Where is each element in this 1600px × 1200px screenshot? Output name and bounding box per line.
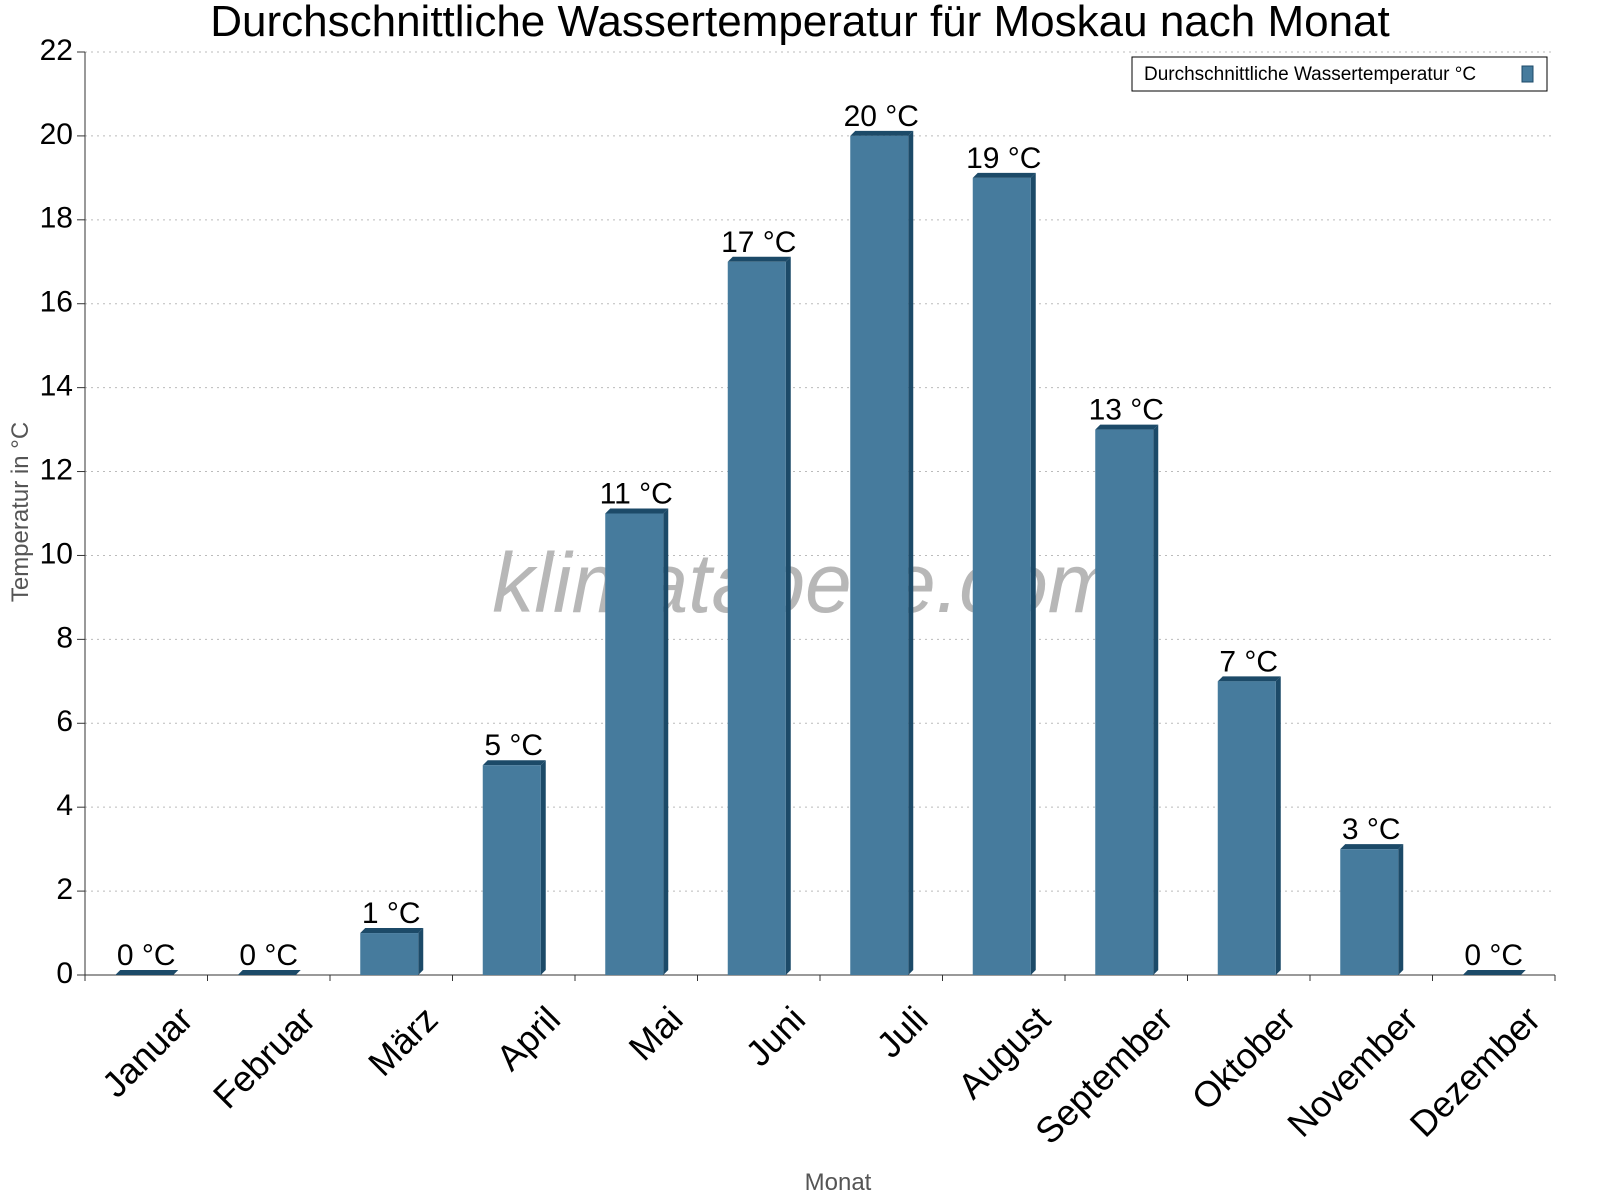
bar-side	[418, 928, 424, 975]
bar-side	[1275, 676, 1281, 975]
y-tick-label: 6	[56, 705, 73, 738]
bar-top	[1095, 424, 1159, 430]
y-tick-label: 22	[40, 34, 73, 67]
y-tick-label: 2	[56, 873, 73, 906]
x-tick-label: Oktober	[1184, 998, 1304, 1118]
x-tick-label: Januar	[94, 998, 201, 1105]
data-label: 3 °C	[1342, 813, 1401, 846]
x-tick-label: Juni	[737, 998, 813, 1074]
data-label: 17 °C	[721, 226, 796, 259]
bar-top	[605, 508, 669, 514]
x-tick-label: Juli	[868, 998, 935, 1065]
data-label: 5 °C	[484, 729, 543, 762]
bar-top	[360, 928, 424, 934]
y-tick-label: 8	[56, 621, 73, 654]
bar-top	[850, 130, 914, 136]
data-label: 19 °C	[966, 142, 1041, 175]
x-tick-label: März	[360, 998, 446, 1084]
bar	[850, 135, 909, 976]
bar-side	[908, 130, 914, 976]
bar	[1217, 681, 1276, 975]
bar-side	[540, 760, 546, 975]
bar	[1340, 849, 1399, 975]
x-tick-label: Dezember	[1402, 998, 1548, 1144]
bar-top	[482, 760, 546, 766]
bar-side	[663, 508, 669, 975]
bar-top	[727, 256, 791, 262]
y-tick-label: 20	[40, 118, 73, 151]
y-tick-label: 4	[56, 789, 73, 822]
bar	[482, 765, 541, 975]
y-tick-label: 14	[40, 370, 73, 403]
bar	[360, 933, 419, 975]
bar	[1095, 429, 1154, 975]
y-tick-label: 12	[40, 453, 73, 486]
bar-side	[785, 256, 791, 976]
data-label: 1 °C	[362, 897, 421, 930]
y-tick-label: 0	[56, 957, 73, 990]
x-axis-title: Monat	[805, 1169, 872, 1196]
x-tick-label: April	[488, 998, 568, 1078]
x-tick-label: Mai	[621, 998, 691, 1068]
bar	[727, 261, 786, 976]
bar-side	[1153, 424, 1159, 975]
data-label: 0 °C	[1464, 939, 1523, 972]
data-label: 20 °C	[844, 100, 919, 133]
legend-swatch	[1521, 65, 1534, 83]
legend-box	[1131, 56, 1548, 92]
bar-top	[1340, 844, 1404, 850]
data-label: 7 °C	[1219, 645, 1278, 678]
bar	[605, 513, 664, 975]
x-tick-label: August	[950, 998, 1058, 1106]
bar-top	[972, 172, 1036, 178]
y-tick-label: 10	[40, 537, 73, 570]
bar-top	[115, 970, 179, 975]
data-label: 0 °C	[117, 939, 176, 972]
data-label: 13 °C	[1089, 394, 1164, 427]
legend: Durchschnittliche Wassertemperatur °C	[1131, 56, 1548, 92]
data-label: 0 °C	[239, 939, 298, 972]
bar-top	[1462, 970, 1526, 975]
bar-side	[1030, 172, 1036, 975]
bar-side	[1398, 844, 1404, 975]
chart-title: Durchschnittliche Wassertemperatur für M…	[210, 0, 1390, 46]
x-tick-label: Februar	[205, 998, 323, 1116]
y-tick-label: 18	[40, 202, 73, 235]
y-tick-label: 16	[40, 286, 73, 319]
y-axis-title: Temperatur in °C	[7, 422, 34, 602]
legend-label: Durchschnittliche Wassertemperatur °C	[1144, 64, 1476, 85]
bar	[972, 177, 1031, 975]
bar-top	[237, 970, 301, 975]
data-label: 11 °C	[600, 478, 673, 511]
x-tick-label: November	[1279, 998, 1425, 1144]
bar-top	[1217, 676, 1281, 682]
